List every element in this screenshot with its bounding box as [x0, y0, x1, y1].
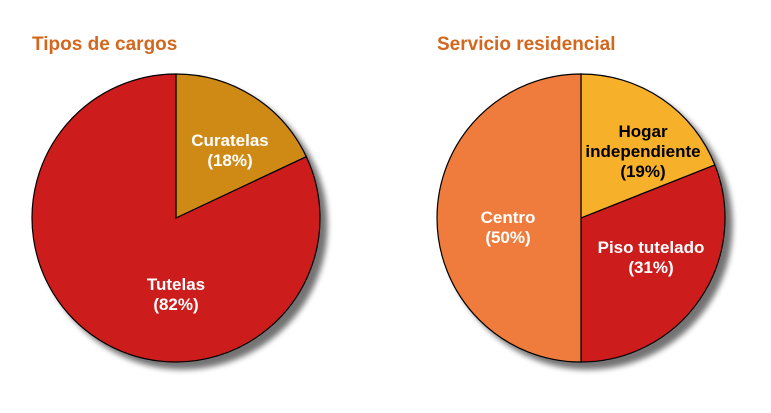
pie-slice-curatelas — [175, 73, 308, 219]
slice-label-hogar-independiente: Hogar independiente (19%) — [585, 122, 700, 181]
pie-tipos-de-cargos — [31, 73, 321, 363]
chart-title-servicio-residencial: Servicio residencial — [437, 34, 616, 55]
pie-slice-hogar-independiente — [580, 73, 716, 219]
slice-label-curatelas: Curatelas (18%) — [191, 131, 268, 170]
pie-slice-tutelas — [31, 73, 321, 363]
pie-slice-centro — [436, 73, 582, 363]
slice-label-tutelas: Tutelas (82%) — [147, 275, 205, 314]
labels-tipos-de-cargos: Curatelas (18%) Tutelas (82%) — [147, 131, 269, 314]
pie-servicio-residencial — [436, 73, 726, 363]
labels-servicio-residencial: Hogar independiente (19%) Piso tutelado (31%… — [481, 122, 705, 277]
pie-slice-piso-tutelado — [580, 164, 726, 363]
chart-title-tipos-de-cargos: Tipos de cargos — [32, 34, 178, 55]
slice-label-piso-tutelado: Piso tutelado (31%) — [598, 238, 705, 277]
slice-label-centro: Centro (50%) — [481, 208, 536, 247]
